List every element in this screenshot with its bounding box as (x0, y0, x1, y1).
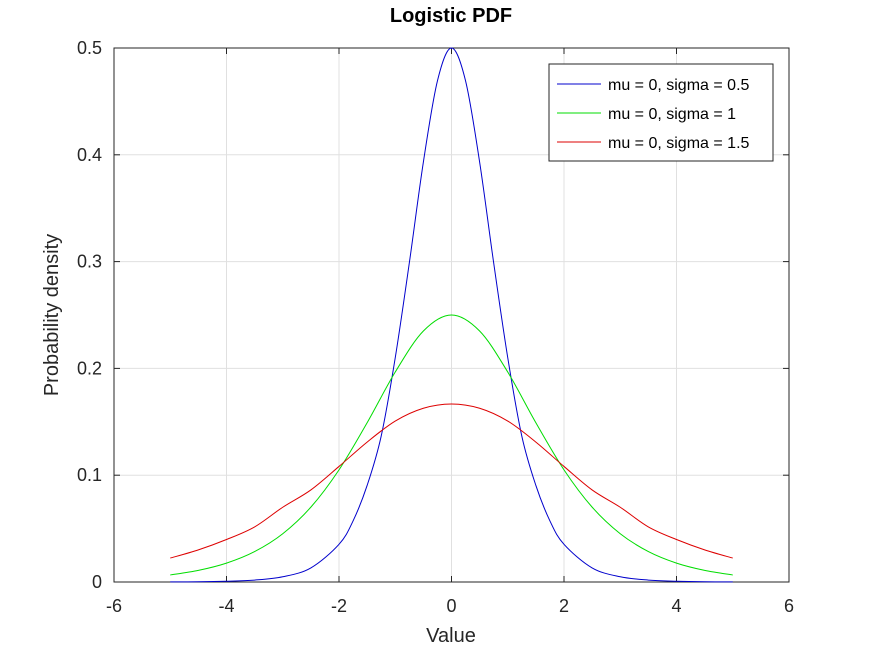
legend-label-1: mu = 0, sigma = 1 (608, 106, 736, 123)
y-tick-label: 0.2 (77, 358, 102, 378)
series-line-2 (170, 403, 733, 559)
x-axis: -6 -4 -2 0 2 4 6 (106, 48, 794, 616)
legend: mu = 0, sigma = 0.5 mu = 0, sigma = 1 mu =… (548, 63, 774, 162)
y-tick-label: 0.4 (77, 145, 102, 165)
x-tick-label: 6 (784, 596, 794, 616)
chart-title: Logistic PDF (390, 5, 512, 27)
y-tick-label: 0.5 (77, 38, 102, 58)
x-tick-label: 2 (559, 596, 569, 616)
x-tick-label: -2 (331, 596, 347, 616)
x-tick-label: -4 (218, 596, 234, 616)
x-axis-label: Value (426, 625, 476, 647)
x-tick-label: -6 (106, 596, 122, 616)
y-tick-label: 0.3 (77, 252, 102, 272)
x-tick-label: 4 (671, 596, 681, 616)
series-lines (170, 47, 733, 583)
y-tick-label: 0.1 (77, 465, 102, 485)
y-axis-label: Probability density (41, 234, 63, 396)
x-tick-label: 0 (446, 596, 456, 616)
y-axis: 0 0.1 0.2 0.3 0.4 0.5 (77, 38, 789, 592)
series-line-0 (170, 47, 733, 583)
y-tick-label: 0 (92, 572, 102, 592)
legend-label-2: mu = 0, sigma = 1.5 (608, 135, 750, 152)
legend-label-0: mu = 0, sigma = 0.5 (608, 77, 750, 94)
series-line-1 (170, 314, 733, 576)
